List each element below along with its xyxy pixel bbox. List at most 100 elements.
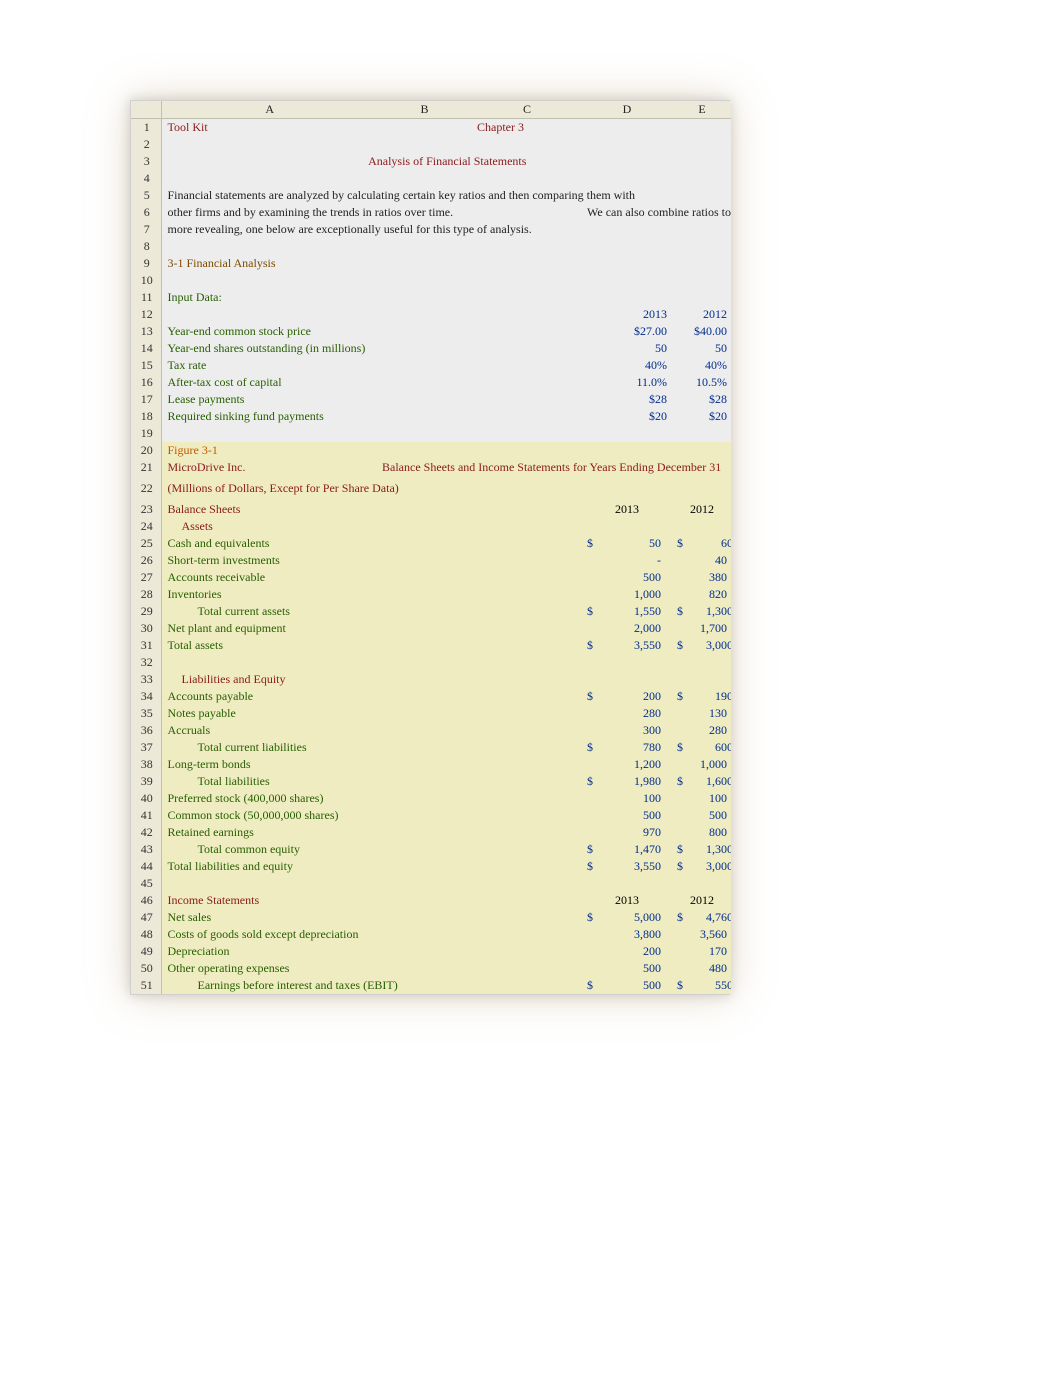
input-value-2013[interactable]: $20 <box>581 408 671 425</box>
value-cell[interactable]: 480 <box>671 960 731 977</box>
value-cell[interactable]: $1,470 <box>581 841 671 858</box>
row-number[interactable]: 5 <box>131 187 161 204</box>
row-number[interactable]: 28 <box>131 586 161 603</box>
value-cell[interactable]: $1,980 <box>581 773 671 790</box>
value-cell[interactable]: $60 <box>671 535 731 552</box>
value-cell[interactable]: $1,550 <box>581 603 671 620</box>
value-cell[interactable]: $600 <box>671 739 731 756</box>
line-item-label[interactable]: Net plant and equipment <box>161 620 581 637</box>
assets-heading[interactable]: Assets <box>161 518 731 535</box>
row-number[interactable]: 24 <box>131 518 161 535</box>
value-cell[interactable]: 280 <box>671 722 731 739</box>
line-item-label[interactable]: Total assets <box>161 637 581 654</box>
value-cell[interactable]: 1,700 <box>671 620 731 637</box>
company-name[interactable]: MicroDrive Inc. <box>161 459 376 476</box>
page-section-title[interactable]: Analysis of Financial Statements <box>161 153 731 170</box>
row-number[interactable]: 47 <box>131 909 161 926</box>
row-number[interactable]: 36 <box>131 722 161 739</box>
value-cell[interactable]: 40 <box>671 552 731 569</box>
input-value-2013[interactable]: 40% <box>581 357 671 374</box>
row-number[interactable]: 12 <box>131 306 161 323</box>
tool-kit-title[interactable]: Tool Kit <box>161 119 376 137</box>
row-number[interactable]: 29 <box>131 603 161 620</box>
value-cell[interactable]: 3,800 <box>581 926 671 943</box>
row-number[interactable]: 49 <box>131 943 161 960</box>
input-value-2012[interactable]: 50 <box>671 340 731 357</box>
figure-subtitle[interactable]: (Millions of Dollars, Except for Per Sha… <box>161 476 731 501</box>
value-cell[interactable]: 500 <box>581 960 671 977</box>
figure-title[interactable]: Balance Sheets and Income Statements for… <box>376 459 731 476</box>
input-label[interactable]: Year-end shares outstanding (in millions… <box>161 340 581 357</box>
row-number[interactable]: 30 <box>131 620 161 637</box>
row-number[interactable]: 32 <box>131 654 161 671</box>
value-cell[interactable]: $5,000 <box>581 909 671 926</box>
value-cell[interactable]: 380 <box>671 569 731 586</box>
row-number[interactable]: 20 <box>131 442 161 459</box>
value-cell[interactable]: 100 <box>671 790 731 807</box>
row-number[interactable]: 35 <box>131 705 161 722</box>
row-number[interactable]: 25 <box>131 535 161 552</box>
row-number[interactable]: 45 <box>131 875 161 892</box>
value-cell[interactable]: 500 <box>581 569 671 586</box>
line-item-label[interactable]: Short-term investments <box>161 552 581 569</box>
line-item-label[interactable]: Costs of goods sold except depreciation <box>161 926 581 943</box>
year-2013[interactable]: 2013 <box>581 306 671 323</box>
value-cell[interactable]: 170 <box>671 943 731 960</box>
line-item-label[interactable]: Total liabilities <box>161 773 581 790</box>
row-number[interactable]: 3 <box>131 153 161 170</box>
section-3-1-heading[interactable]: 3-1 Financial Analysis <box>161 255 731 272</box>
line-item-label[interactable]: Earnings before interest and taxes (EBIT… <box>161 977 581 994</box>
value-cell[interactable]: $1,300 <box>671 603 731 620</box>
row-number[interactable]: 7 <box>131 221 161 238</box>
row-number[interactable]: 48 <box>131 926 161 943</box>
input-value-2013[interactable]: 50 <box>581 340 671 357</box>
col-header-C[interactable]: C <box>471 101 581 119</box>
input-value-2012[interactable]: $28 <box>671 391 731 408</box>
row-number[interactable]: 11 <box>131 289 161 306</box>
value-cell[interactable]: $200 <box>581 688 671 705</box>
line-item-label[interactable]: Total current assets <box>161 603 581 620</box>
col-header-E[interactable]: E <box>671 101 731 119</box>
line-item-label[interactable]: Total common equity <box>161 841 581 858</box>
line-item-label[interactable]: Depreciation <box>161 943 581 960</box>
row-number[interactable]: 44 <box>131 858 161 875</box>
row-number[interactable]: 23 <box>131 501 161 518</box>
input-label[interactable]: Tax rate <box>161 357 581 374</box>
balance-sheets-heading[interactable]: Balance Sheets <box>161 501 376 518</box>
value-cell[interactable]: 300 <box>581 722 671 739</box>
row-number[interactable]: 10 <box>131 272 161 289</box>
line-item-label[interactable]: Total liabilities and equity <box>161 858 581 875</box>
row-number[interactable]: 14 <box>131 340 161 357</box>
row-number[interactable]: 43 <box>131 841 161 858</box>
row-number[interactable]: 19 <box>131 425 161 442</box>
row-number[interactable]: 46 <box>131 892 161 909</box>
chapter-label[interactable]: Chapter 3 <box>471 119 581 137</box>
row-number[interactable]: 37 <box>131 739 161 756</box>
row-number[interactable]: 39 <box>131 773 161 790</box>
value-cell[interactable]: 200 <box>581 943 671 960</box>
value-cell[interactable]: $3,000 <box>671 637 731 654</box>
is-year-2012[interactable]: 2012 <box>671 892 731 909</box>
value-cell[interactable]: $780 <box>581 739 671 756</box>
input-value-2012[interactable]: $20 <box>671 408 731 425</box>
row-number[interactable]: 1 <box>131 119 161 137</box>
value-cell[interactable]: $50 <box>581 535 671 552</box>
intro-line-2b[interactable]: We can also combine ratios to make <box>581 204 731 221</box>
line-item-label[interactable]: Accounts payable <box>161 688 581 705</box>
line-item-label[interactable]: Accruals <box>161 722 581 739</box>
row-number[interactable]: 2 <box>131 136 161 153</box>
row-number[interactable]: 38 <box>131 756 161 773</box>
input-value-2013[interactable]: 11.0% <box>581 374 671 391</box>
row-number[interactable]: 15 <box>131 357 161 374</box>
line-item-label[interactable]: Inventories <box>161 586 581 603</box>
value-cell[interactable]: 800 <box>671 824 731 841</box>
bs-year-2012[interactable]: 2012 <box>671 501 731 518</box>
value-cell[interactable]: 1,000 <box>581 586 671 603</box>
col-header-A[interactable]: A <box>161 101 376 119</box>
intro-line-3[interactable]: more revealing, one below are exceptiona… <box>161 221 731 238</box>
input-value-2012[interactable]: $40.00 <box>671 323 731 340</box>
value-cell[interactable]: - <box>581 552 671 569</box>
line-item-label[interactable]: Cash and equivalents <box>161 535 581 552</box>
line-item-label[interactable]: Accounts receivable <box>161 569 581 586</box>
input-label[interactable]: Year-end common stock price <box>161 323 581 340</box>
